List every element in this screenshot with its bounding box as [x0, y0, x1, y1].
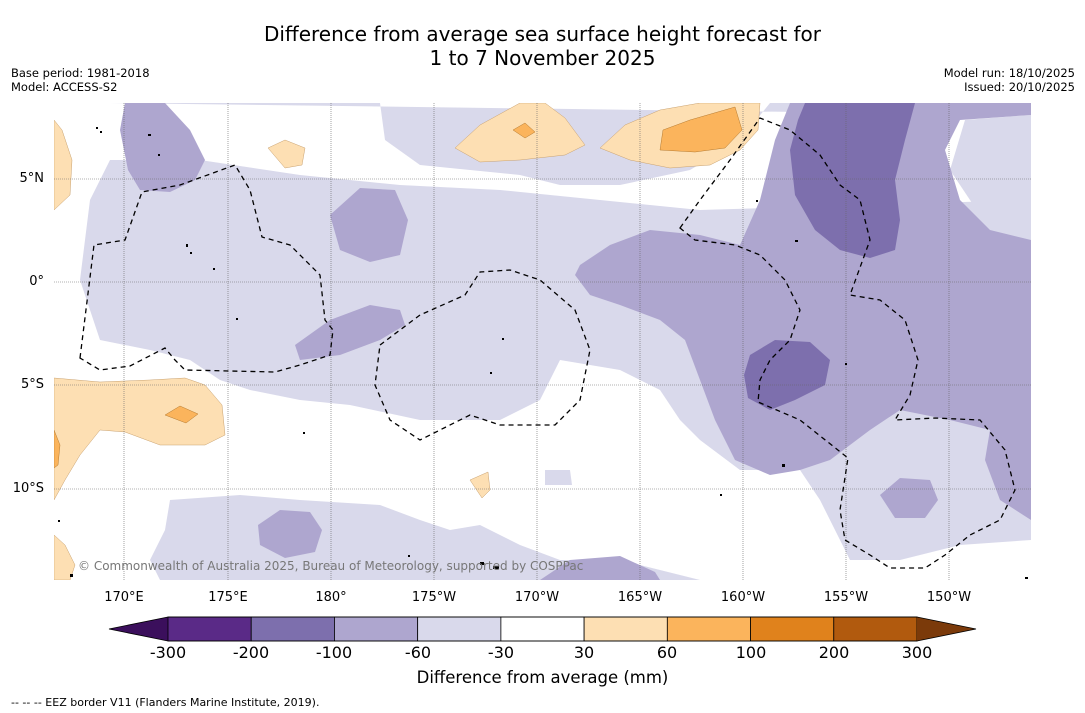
map-title-line1: Difference from average sea surface heig…: [263, 22, 822, 46]
map-area: [54, 103, 1031, 580]
colorbar-tick: 60: [656, 643, 678, 662]
contour-plus60-sw: [164, 405, 199, 424]
colorbar: [108, 616, 977, 642]
contour-plus30-small: [267, 139, 306, 169]
colorbar-segment: [666, 616, 751, 642]
meta-right: Model run: 18/10/2025 Issued: 20/10/2025: [944, 66, 1075, 94]
contour-plus30-s: [469, 471, 491, 499]
colorbar-extend-under: [109, 617, 168, 641]
contour-plus60-north: [659, 106, 743, 153]
colorbar-tick: 200: [818, 643, 850, 662]
contour-minus60-east: [575, 103, 1031, 520]
colorbar-segment: [167, 616, 252, 642]
contour-minus60-strip: [295, 305, 405, 360]
colorbar-segment: [833, 616, 918, 642]
model-run: Model run: 18/10/2025: [943, 66, 1075, 80]
colorbar-label: Difference from average (mm): [416, 668, 669, 687]
colorbar-tick: 30: [573, 643, 595, 662]
colorbar-segment: [250, 616, 335, 642]
colorbar-segment: [500, 616, 585, 642]
contour-plus30-corner: [54, 534, 76, 580]
contour-minus60-sw: [258, 510, 322, 558]
eez-borders: [79, 117, 1016, 569]
lon-label-170e: 170°E: [104, 590, 144, 605]
lon-label-165w: 165°W: [617, 590, 663, 605]
base-period: Base period: 1981-2018: [11, 66, 150, 80]
copyright-notice: © Commonwealth of Australia 2025, Bureau…: [78, 559, 584, 573]
eez-legend-footer: -- -- -- EEZ border V11 (Flanders Marine…: [11, 696, 320, 709]
colorbar-tick: -100: [315, 643, 353, 662]
colorbar-segment: [750, 616, 835, 642]
colorbar-tick: 300: [901, 643, 933, 662]
colorbar-tick: -60: [404, 643, 432, 662]
colorbar-extend-over: [917, 617, 976, 641]
lat-label-5n: 5°N: [19, 171, 45, 186]
map-title-line2: 1 to 7 November 2025: [429, 46, 656, 70]
contour-minus60-nw: [120, 103, 205, 192]
colorbar-tick: -200: [232, 643, 270, 662]
lon-label-150w: 150°W: [926, 590, 972, 605]
island-markers: [58, 127, 1028, 579]
colorbar-segment: [334, 616, 419, 642]
contour-minus30-blob: [545, 470, 572, 485]
contour-minus60-island: [330, 188, 408, 262]
issued-date: Issued: 20/10/2025: [964, 80, 1075, 94]
lat-label-5s: 5°S: [20, 377, 44, 392]
contour-minus60-se: [880, 478, 938, 518]
lon-label-155w: 155°W: [823, 590, 869, 605]
colorbar-tick: -300: [149, 643, 187, 662]
contour-plus30-west: [54, 119, 73, 211]
colorbar-tick: -30: [487, 643, 515, 662]
contour-minus100-center: [744, 340, 830, 410]
lon-label-160w: 160°W: [720, 590, 766, 605]
colorbar-tick: 100: [735, 643, 767, 662]
colorbar-outline: [108, 616, 977, 642]
contour-minus60-s: [540, 556, 660, 580]
contour-plus60-small: [512, 122, 536, 139]
lat-label-10s: 10°S: [12, 481, 44, 496]
lon-label-175e: 175°E: [208, 590, 248, 605]
contour-minus100-ne: [790, 103, 915, 258]
lon-label-175w: 175°W: [411, 590, 457, 605]
meta-left: Base period: 1981-2018 Model: ACCESS-S2: [11, 66, 150, 94]
lon-label-170w: 170°W: [514, 590, 560, 605]
contour-minus30-north: [110, 103, 1031, 240]
colorbar-segment: [583, 616, 668, 642]
model-name: Model: ACCESS-S2: [11, 80, 118, 94]
lon-label-180: 180°: [315, 590, 347, 605]
contour-plus60-west: [54, 429, 61, 469]
lat-label-0: 0°: [29, 274, 44, 289]
colorbar-segment: [417, 616, 502, 642]
